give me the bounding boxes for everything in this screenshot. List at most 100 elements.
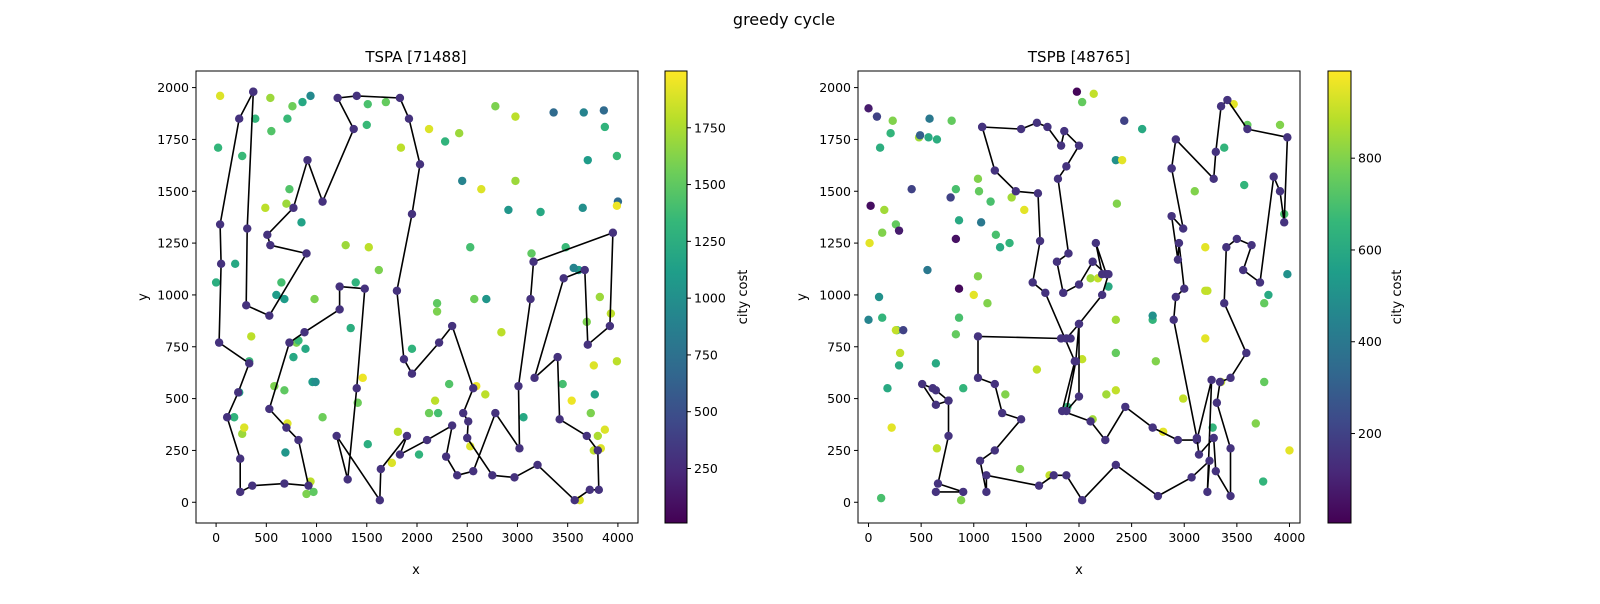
tspb-title: TSPB [48765] — [1027, 48, 1130, 66]
cycle-city-point — [944, 431, 953, 441]
city-point — [1111, 386, 1121, 395]
cycle-city-point — [304, 481, 313, 490]
city-point — [414, 450, 424, 459]
colorbar-tick-label: 1750 — [694, 120, 726, 135]
city-point — [951, 184, 961, 194]
city-point — [470, 294, 479, 304]
city-point — [306, 91, 315, 101]
cycle-city-point — [1269, 172, 1278, 181]
city-point — [973, 272, 983, 281]
cycle-city-point — [1194, 450, 1204, 459]
city-point — [407, 344, 417, 354]
cycle-city-point — [585, 485, 594, 495]
city-point — [612, 357, 622, 366]
city-point — [285, 184, 294, 194]
city-point — [986, 197, 995, 206]
city-point — [866, 201, 875, 210]
cycle-city-point — [332, 431, 341, 441]
cycle-city-point — [594, 485, 604, 495]
cycle-city-point — [395, 93, 405, 103]
cycle-city-point — [1041, 288, 1050, 298]
cycle-city-point — [510, 473, 519, 482]
city-point — [477, 184, 486, 194]
city-point — [311, 377, 320, 387]
city-point — [1190, 187, 1199, 196]
city-point — [363, 440, 372, 449]
city-point — [288, 102, 297, 111]
cycle-city-point — [1059, 288, 1068, 298]
cycle-city-point — [1171, 135, 1181, 144]
cycle-city-point — [1074, 280, 1084, 289]
cycle-city-point — [1167, 211, 1176, 221]
x-tick-label: 0 — [865, 530, 873, 545]
x-tick-label: 4000 — [1274, 530, 1306, 545]
cycle-city-point — [280, 479, 289, 488]
city-point — [301, 344, 310, 354]
cycle-city-point — [605, 321, 615, 331]
cycle-city-point — [1074, 141, 1084, 150]
city-point — [932, 444, 942, 453]
city-point — [1220, 143, 1229, 152]
city-point — [1104, 282, 1113, 291]
cycle-city-point — [441, 452, 451, 461]
city-point — [1005, 238, 1014, 248]
city-point — [432, 307, 442, 316]
cycle-city-point — [608, 228, 618, 237]
city-point — [396, 143, 406, 152]
cycle-city-point — [1209, 433, 1218, 443]
city-point — [440, 137, 450, 146]
x-tick-label: 3000 — [1168, 530, 1200, 545]
city-point — [872, 112, 882, 121]
city-point — [454, 129, 464, 138]
city-point — [886, 129, 895, 138]
city-point — [504, 205, 513, 215]
city-point — [579, 108, 588, 117]
city-point — [497, 328, 506, 337]
cycle-city-point — [1074, 319, 1084, 329]
tspa-y-label: y — [136, 293, 151, 301]
city-point — [1203, 286, 1212, 295]
colorbar-tick-label: 600 — [1358, 242, 1382, 257]
cycle-city-point — [1062, 471, 1071, 480]
city-point — [599, 106, 609, 115]
city-point — [211, 278, 221, 287]
city-point — [280, 294, 289, 304]
cycle-city-point — [997, 408, 1007, 418]
colorbar-tick-label: 1250 — [694, 234, 726, 249]
city-point — [578, 203, 587, 213]
city-point — [362, 120, 371, 130]
cycle-city-point — [242, 301, 251, 310]
cycle-city-point — [570, 495, 579, 505]
city-point — [1112, 199, 1122, 208]
cycle-city-point — [1097, 290, 1107, 300]
city-point — [482, 294, 491, 304]
cycle-city-point — [1211, 466, 1221, 476]
city-point — [558, 379, 567, 389]
tspb-city-points — [864, 87, 1294, 505]
cycle-city-point — [407, 369, 417, 378]
cycle-city-point — [1216, 102, 1226, 111]
colorbar-tick-label: 750 — [694, 347, 718, 362]
tspa-colorbar-label: city cost — [736, 270, 751, 325]
cycle-city-point — [343, 475, 352, 484]
city-point — [289, 352, 298, 362]
x-tick-label: 2500 — [451, 530, 483, 545]
y-tick-label: 250 — [165, 443, 189, 458]
cycle-city-point — [1062, 162, 1071, 171]
city-point — [1201, 334, 1210, 343]
cycle-city-point — [1091, 238, 1101, 248]
city-point — [887, 423, 896, 432]
cycle-city-point — [1043, 122, 1052, 132]
city-point — [1077, 355, 1087, 364]
cycle-city-point — [973, 332, 983, 341]
y-tick-label: 1250 — [157, 236, 189, 251]
city-point — [229, 413, 239, 422]
city-point — [251, 114, 260, 123]
cycle-city-point — [1033, 189, 1043, 198]
cycle-city-point — [555, 415, 564, 424]
cycle-city-point — [1180, 284, 1189, 293]
city-point — [309, 487, 318, 497]
cycle-city-point — [1028, 278, 1037, 287]
cycle-city-point — [447, 321, 457, 331]
cycle-city-point — [375, 495, 385, 505]
